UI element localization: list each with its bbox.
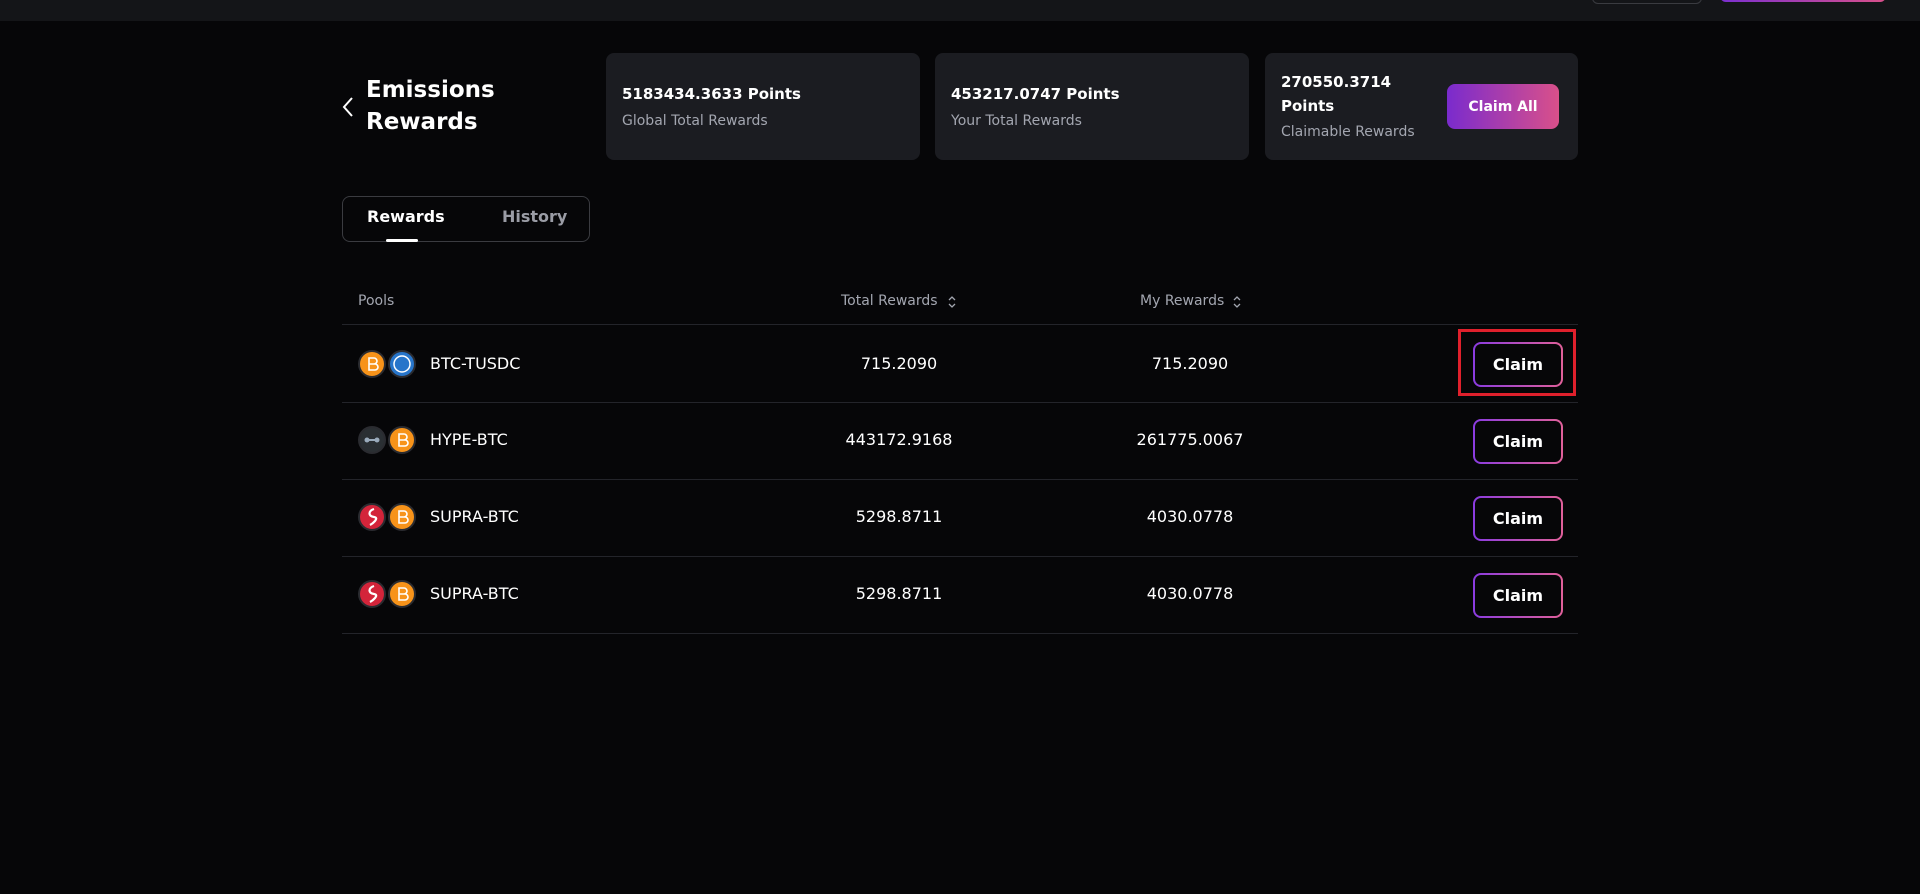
sort-icon[interactable] — [947, 294, 957, 310]
tab[interactable]: History — [502, 207, 568, 226]
top-button[interactable] — [1592, 0, 1702, 4]
pool-name: SUPRA-BTC — [430, 584, 519, 603]
back-button[interactable] — [336, 94, 360, 120]
total-rewards: 5298.8711 — [855, 584, 943, 603]
divider — [342, 479, 1578, 480]
total-rewards: 443172.9168 — [845, 430, 953, 449]
my-rewards: 4030.0778 — [1146, 584, 1234, 603]
claim-button[interactable]: Claim — [1473, 342, 1563, 387]
tab-underline — [386, 239, 418, 242]
claim-button[interactable]: Claim — [1473, 573, 1563, 618]
sort-icon[interactable] — [1232, 294, 1242, 310]
claim-all-button[interactable]: Claim All — [1447, 84, 1559, 129]
total-rewards: 5298.8711 — [855, 507, 943, 526]
pool-name: BTC-TUSDC — [430, 354, 521, 373]
column-header[interactable]: My Rewards — [1140, 293, 1225, 309]
divider — [342, 402, 1578, 403]
claim-button[interactable]: Claim — [1473, 419, 1563, 464]
my-rewards: 261775.0067 — [1136, 430, 1244, 449]
divider — [342, 633, 1578, 634]
highlight-box — [1458, 329, 1576, 396]
tabs — [342, 196, 590, 242]
card: 453217.0747 Points Your Total Rewards — [935, 53, 1249, 160]
card: 5183434.3633 Points Global Total Rewards — [606, 53, 920, 160]
card-label: Your Total Rewards — [951, 113, 1082, 129]
top-bar — [0, 0, 1920, 21]
my-rewards: 4030.0778 — [1146, 507, 1234, 526]
tab-active[interactable]: Rewards — [367, 207, 445, 226]
divider — [342, 324, 1578, 325]
my-rewards: 715.2090 — [1151, 354, 1229, 373]
pool-icons — [358, 350, 416, 378]
card-label: Claimable Rewards — [1281, 124, 1415, 140]
divider — [342, 556, 1578, 557]
card-label: Global Total Rewards — [622, 113, 768, 129]
total-rewards: 715.2090 — [860, 354, 938, 373]
top-button[interactable] — [1720, 0, 1886, 2]
column-header: Pools — [358, 293, 395, 309]
page-title: Emissions Rewards — [366, 77, 495, 135]
column-header[interactable]: Total Rewards — [841, 293, 938, 309]
pool-icons — [358, 503, 416, 531]
pool-name: SUPRA-BTC — [430, 507, 519, 526]
card-value: 5183434.3633 Points — [622, 85, 801, 103]
claim-button[interactable]: Claim — [1473, 496, 1563, 541]
card-value: 270550.3714 Points — [1281, 73, 1392, 115]
pool-icons — [358, 426, 416, 454]
pool-icons — [358, 580, 416, 608]
card-value: 453217.0747 Points — [951, 85, 1120, 103]
pool-name: HYPE-BTC — [430, 430, 508, 449]
